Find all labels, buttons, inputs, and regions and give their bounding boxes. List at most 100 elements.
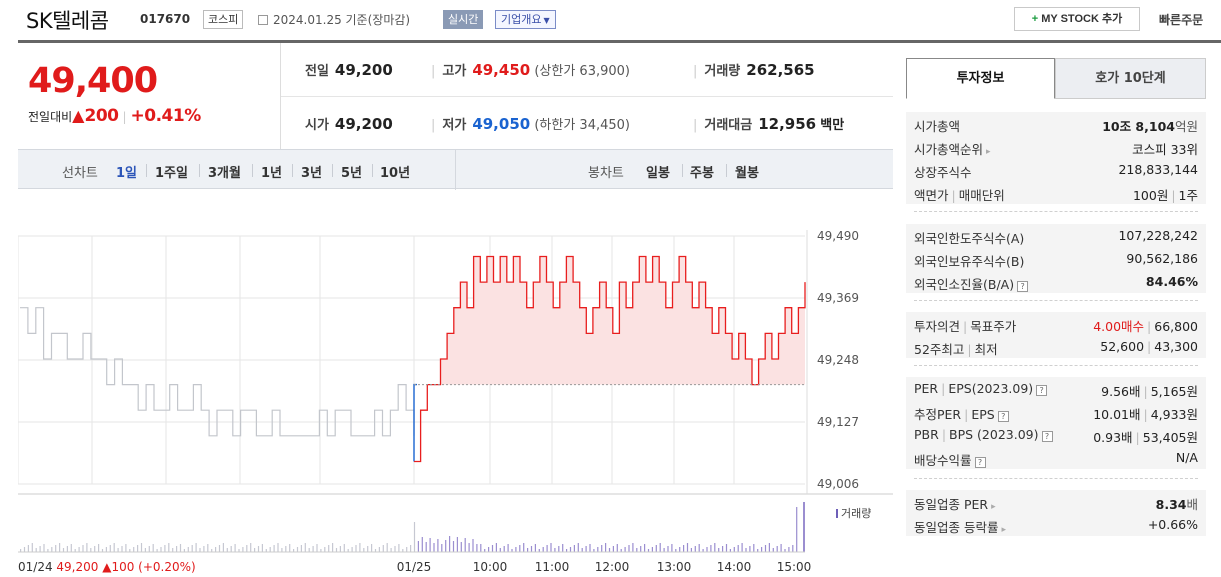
corp-info-dropdown[interactable]: 기업개요 ▼ bbox=[495, 10, 556, 29]
candle-chart-label: 봉차트 bbox=[588, 166, 624, 181]
info-row[interactable]: 동일업종 PER ▸ 8.34배 bbox=[906, 490, 1206, 513]
intraday-chart[interactable]: 49,490 49,369 49,248 49,127 49,006 거래량 01/25 10… bbox=[18, 230, 893, 577]
help-icon[interactable]: ? bbox=[974, 457, 986, 468]
volume-bar bbox=[109, 545, 111, 552]
market-cap-rank-label[interactable]: 시가총액순위 ▸ bbox=[914, 139, 991, 158]
volume-bar bbox=[538, 549, 540, 552]
volume-bar bbox=[406, 547, 408, 552]
volume-value: 262,565 bbox=[746, 61, 815, 79]
volume-bar bbox=[277, 543, 279, 552]
opinion-label: 투자의견 | 목표주가 bbox=[914, 316, 1016, 335]
volume-bar bbox=[140, 543, 143, 552]
volume-bar bbox=[445, 540, 447, 552]
divider: | bbox=[1143, 407, 1148, 422]
sector-per-text: 동일업종 PER bbox=[914, 497, 989, 512]
volume-bar bbox=[265, 549, 267, 552]
period-1y[interactable]: 1년 bbox=[261, 166, 283, 181]
volume-bar bbox=[608, 548, 611, 552]
foreign-limit-label: 외국인한도주식수(A) bbox=[914, 231, 1025, 246]
eps-number: 5,165원 bbox=[1150, 384, 1198, 399]
quick-order-link[interactable]: 빠른주문 bbox=[1159, 13, 1204, 27]
low-cell: | 저가 49,050 (하한가 34,450) bbox=[431, 114, 630, 133]
volume-bar bbox=[745, 548, 747, 552]
divider: | bbox=[1171, 188, 1176, 203]
add-mystock-button[interactable]: + MY STOCK 추가 bbox=[1014, 7, 1140, 31]
info-row: 52주최고 | 최저 52,600 | 43,300 bbox=[906, 335, 1206, 358]
bps-number: 53,405원 bbox=[1142, 430, 1198, 445]
prev-day-summary: 01/24 49,200 ▲100 (+0.20%) bbox=[18, 560, 196, 574]
volume-bar bbox=[234, 544, 236, 552]
volume-bar bbox=[546, 545, 548, 552]
volume-bar bbox=[647, 549, 650, 552]
volume-bar bbox=[764, 545, 767, 552]
volume-bar bbox=[464, 538, 466, 552]
volume-bar bbox=[534, 544, 536, 552]
volume-bar bbox=[725, 544, 728, 552]
price-chart-svg[interactable]: 49,490 49,369 49,248 49,127 49,006 거래량 01/25 10… bbox=[18, 230, 893, 577]
volume-bar bbox=[503, 546, 505, 552]
listed-shares-value: 218,833,144 bbox=[1118, 162, 1198, 177]
volume-bar bbox=[203, 546, 205, 552]
chevron-down-icon: ▼ bbox=[543, 16, 550, 25]
volume-bar bbox=[803, 502, 805, 552]
tab-invest-info[interactable]: 투자정보 bbox=[906, 58, 1055, 99]
volume-bar bbox=[62, 548, 65, 552]
candle-daily[interactable]: 일봉 bbox=[646, 166, 670, 181]
info-group-market-cap: 시가총액 10조 8,104억원 시가총액순위 ▸ 코스피 33위 상장주식수 218,… bbox=[906, 112, 1206, 204]
volume-bar bbox=[566, 549, 568, 552]
market-cap-rank-value: 코스피 33위 bbox=[1132, 142, 1198, 157]
market-cap-number: 10조 8,104 bbox=[1102, 119, 1175, 134]
prev-close-cell: 전일 49,200 bbox=[305, 60, 393, 79]
divider: | bbox=[1135, 430, 1140, 445]
period-1d[interactable]: 1일 bbox=[116, 166, 138, 181]
help-icon[interactable]: ? bbox=[1036, 385, 1048, 396]
volume-bar bbox=[651, 547, 653, 552]
week52-value: 52,600 | 43,300 bbox=[1100, 339, 1198, 354]
period-1w[interactable]: 1주일 bbox=[155, 166, 188, 181]
candle-monthly[interactable]: 월봉 bbox=[735, 166, 759, 181]
volume-bar bbox=[191, 545, 193, 552]
volume-bar bbox=[675, 549, 677, 552]
volume-bar bbox=[183, 549, 185, 552]
volume-bar bbox=[74, 549, 76, 552]
help-icon[interactable]: ? bbox=[997, 411, 1009, 422]
divider bbox=[146, 164, 147, 177]
prev-close-value: 49,200 bbox=[334, 61, 393, 79]
x-tick-label: 15:00 bbox=[777, 560, 812, 574]
chevron-right-icon: ▸ bbox=[986, 147, 991, 157]
amount-cell: | 거래대금 12,956 백만 bbox=[693, 114, 844, 133]
prev-day-close: 49,200 ▲100 (+0.20%) bbox=[56, 560, 195, 574]
volume-bar bbox=[137, 545, 139, 552]
volume-bar bbox=[768, 543, 770, 552]
tab-order-book[interactable]: 호가 10단계 bbox=[1055, 58, 1206, 99]
dashed-divider bbox=[914, 478, 1198, 479]
volume-bar bbox=[749, 546, 751, 552]
volume-bar bbox=[577, 543, 579, 552]
volume-bar bbox=[449, 536, 451, 552]
volume-bar bbox=[554, 548, 556, 552]
sector-change-label[interactable]: 동일업종 등락률 ▸ bbox=[914, 517, 1006, 536]
period-10y[interactable]: 10년 bbox=[380, 166, 411, 181]
volume-bar bbox=[698, 544, 700, 552]
volume-bar bbox=[207, 544, 209, 552]
volume-bar bbox=[152, 544, 154, 552]
info-row[interactable]: 동일업종 등락률 ▸ +0.66% bbox=[906, 513, 1206, 536]
volume-bar bbox=[792, 545, 794, 552]
info-row[interactable]: 시가총액순위 ▸ 코스피 33위 bbox=[906, 135, 1206, 158]
volume-bar bbox=[125, 544, 127, 552]
volume-bar bbox=[714, 543, 716, 552]
volume-bar bbox=[784, 549, 786, 552]
info-row: 투자의견 | 목표주가 4.00매수 | 66,800 bbox=[906, 312, 1206, 335]
help-icon[interactable]: ? bbox=[1041, 431, 1053, 442]
candle-weekly[interactable]: 주봉 bbox=[690, 166, 714, 181]
period-5y[interactable]: 5년 bbox=[341, 166, 363, 181]
volume-bar bbox=[179, 544, 182, 552]
realtime-button[interactable]: 실시간 bbox=[443, 10, 484, 29]
help-icon[interactable]: ? bbox=[1017, 281, 1029, 292]
sector-per-value: 8.34배 bbox=[1156, 494, 1198, 513]
period-3m[interactable]: 3개월 bbox=[208, 166, 241, 181]
sector-per-label[interactable]: 동일업종 PER ▸ bbox=[914, 494, 996, 513]
divider: | bbox=[431, 118, 436, 133]
period-3y[interactable]: 3년 bbox=[301, 166, 323, 181]
volume-bar bbox=[390, 548, 392, 552]
